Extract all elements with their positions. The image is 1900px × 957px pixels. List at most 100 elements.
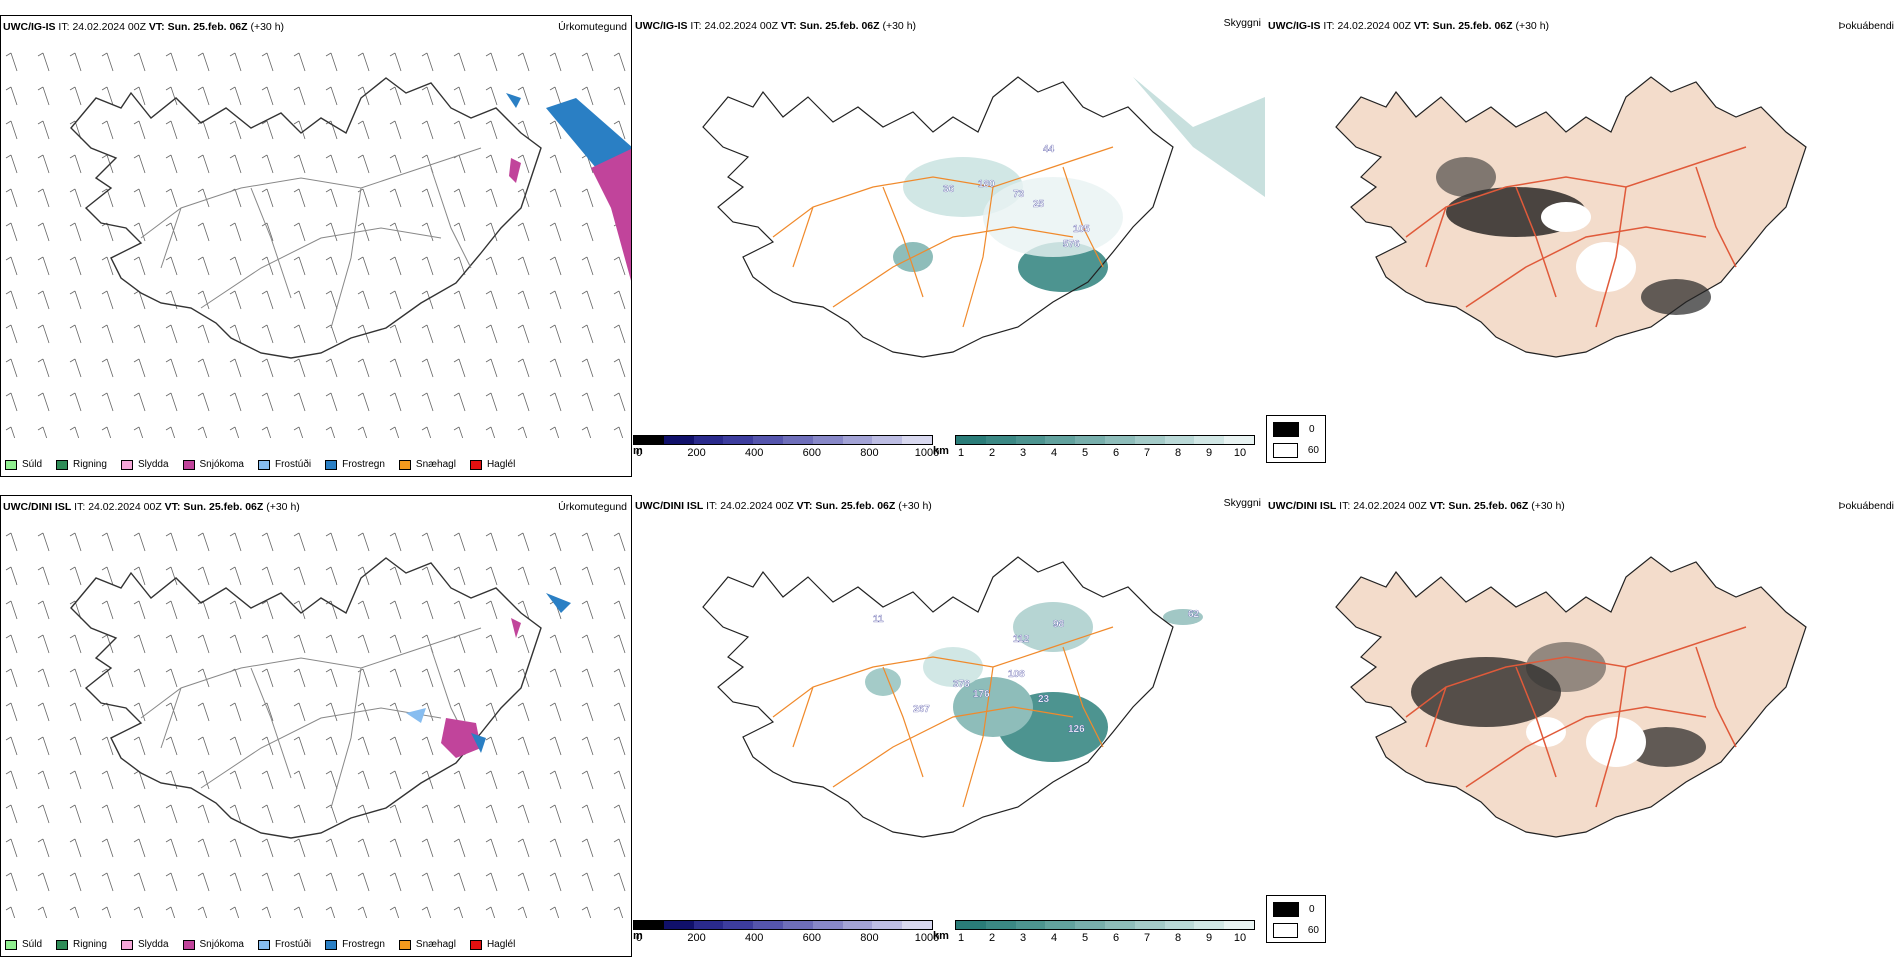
- colorbar-segment: [1164, 436, 1195, 444]
- colorbar-tick: 1000: [914, 932, 940, 944]
- precip-map-svg: [5, 52, 631, 438]
- colorbar-tick: 400: [745, 447, 764, 459]
- panel-header: UWC/IG-IS IT: 24.02.2024 00Z VT: Sun. 25…: [1268, 20, 1549, 32]
- precip-areas: [406, 593, 571, 758]
- it-value: 24.02.2024 00Z: [72, 21, 146, 33]
- road-network: [772, 146, 1114, 328]
- colorbar-segment: [1075, 921, 1105, 929]
- fog-legend-label: 0: [1309, 424, 1315, 435]
- colorbar-tick: 4: [1050, 932, 1058, 944]
- precip-type-panel-row0: UWC/IG-IS IT: 24.02.2024 00Z VT: Sun. 25…: [0, 15, 632, 477]
- colorbar-tick: 2: [988, 932, 996, 944]
- visibility-colorbar: 1 2 3 4 5 6 7 8 9 10 km: [933, 920, 1255, 950]
- visibility-unit: km: [933, 445, 949, 457]
- legend-label: Snæhagl: [415, 939, 456, 950]
- vt-label: VT:: [780, 20, 797, 32]
- iceland-outline: [702, 76, 1174, 358]
- lead-time: (+30 h): [1515, 20, 1550, 32]
- colorbar-tick: 7: [1143, 932, 1151, 944]
- vt-label: VT:: [1413, 20, 1430, 32]
- colorbar-tick: 3: [1019, 447, 1027, 459]
- ceiling-value-label: 108: [1008, 669, 1025, 680]
- colorbar-segment: [782, 921, 813, 929]
- colorbar-tick: 8: [1174, 447, 1182, 459]
- colorbar-segment: [842, 436, 873, 444]
- panel-header: UWC/DINI ISL IT: 24.02.2024 00Z VT: Sun.…: [3, 501, 300, 513]
- it-value: 24.02.2024 00Z: [88, 501, 162, 513]
- legend-item: Frostregn: [325, 459, 385, 470]
- legend-swatch: [325, 939, 338, 950]
- colorbar-segment: [902, 436, 932, 444]
- ceiling-value-label: 25: [1033, 199, 1045, 210]
- fog-legend-swatch: [1273, 902, 1299, 917]
- colorbar-tick: 6: [1112, 932, 1120, 944]
- wind-barbs: [5, 52, 626, 438]
- colorbar-tick: 6: [1112, 447, 1120, 459]
- fog-legend-item: 60: [1273, 443, 1319, 458]
- colorbar-segment: [812, 436, 843, 444]
- cloud-areas: [865, 602, 1203, 762]
- fog-legend: 0 60: [1266, 415, 1326, 463]
- legend-label: Rigning: [73, 939, 107, 950]
- colorbar-segment: [956, 921, 986, 929]
- fog-legend-item: 0: [1273, 902, 1319, 917]
- fog-areas: [1436, 157, 1711, 315]
- vt-value: Sun. 25.feb. 06Z: [799, 20, 880, 32]
- colorbar-tick: 10: [1233, 932, 1247, 944]
- legend-item: Snjókoma: [182, 459, 244, 470]
- panel-header: UWC/DINI ISL IT: 24.02.2024 00Z VT: Sun.…: [635, 500, 932, 512]
- colorbar-segment: [634, 436, 664, 444]
- fog-legend-label: 0: [1309, 904, 1315, 915]
- colorbar-tick: 3: [1019, 932, 1027, 944]
- fog-legend-label: 60: [1307, 925, 1319, 936]
- vt-value: Sun. 25.feb. 06Z: [167, 21, 248, 33]
- road-network: [772, 626, 1114, 808]
- vt-value: Sun. 25.feb. 06Z: [815, 500, 896, 512]
- colorbar-tick: 8: [1174, 932, 1182, 944]
- it-label: IT:: [58, 21, 70, 33]
- ceiling-unit: m: [633, 930, 643, 942]
- model-name: UWC/IG-IS: [1268, 20, 1321, 32]
- panel-title: Þokuábendi: [1838, 20, 1894, 32]
- colorbar-segment: [753, 436, 783, 444]
- fog-map-svg: [1335, 76, 1807, 358]
- road-network: [1405, 626, 1747, 808]
- legend-label: Snjókoma: [199, 459, 244, 470]
- legend-swatch: [56, 459, 69, 470]
- legend-swatch: [182, 459, 195, 470]
- colorbar-segment: [663, 921, 694, 929]
- colorbar-tick: 800: [860, 932, 879, 944]
- road-network: [1405, 146, 1747, 328]
- fog-legend-swatch: [1273, 422, 1299, 437]
- colorbar-tick: 600: [802, 447, 821, 459]
- vt-label: VT:: [164, 501, 181, 513]
- legend-swatch: [325, 459, 338, 470]
- legend-swatch: [257, 939, 270, 950]
- model-name: UWC/DINI ISL: [635, 500, 704, 512]
- colorbar-tick: 4: [1050, 447, 1058, 459]
- model-name: UWC/DINI ISL: [1268, 500, 1337, 512]
- legend-swatch: [398, 459, 411, 470]
- colorbar-tick: 600: [802, 932, 821, 944]
- iceland-outline: [70, 557, 542, 839]
- legend-swatch: [120, 459, 133, 470]
- colorbar-segment: [1015, 436, 1046, 444]
- vt-value: Sun. 25.feb. 06Z: [1432, 20, 1513, 32]
- it-label: IT:: [74, 501, 86, 513]
- colorbar-tick: 0: [635, 447, 643, 459]
- ceiling-labels: 36 180 25 105 576 73 44: [943, 144, 1090, 250]
- ceiling-value-label: 36: [943, 184, 955, 195]
- it-value: 24.02.2024 00Z: [1353, 500, 1427, 512]
- colorbar-segment: [1134, 921, 1165, 929]
- legend-item: Frostúði: [257, 459, 311, 470]
- cloud-base-panel-row1: UWC/DINI ISL IT: 24.02.2024 00Z VT: Sun.…: [633, 495, 1265, 957]
- ceiling-value-label: 576: [1063, 239, 1080, 250]
- legend-item: Rigning: [56, 939, 107, 950]
- ceiling-value-label: 23: [1038, 694, 1050, 705]
- legend-item: Rigning: [56, 459, 107, 470]
- ceiling-value-label: 98: [1053, 619, 1065, 630]
- legend-swatch: [5, 459, 17, 470]
- colorbar-segment: [1075, 436, 1105, 444]
- ceiling-value-label: 11: [873, 614, 884, 625]
- lead-time: (+30 h): [882, 20, 917, 32]
